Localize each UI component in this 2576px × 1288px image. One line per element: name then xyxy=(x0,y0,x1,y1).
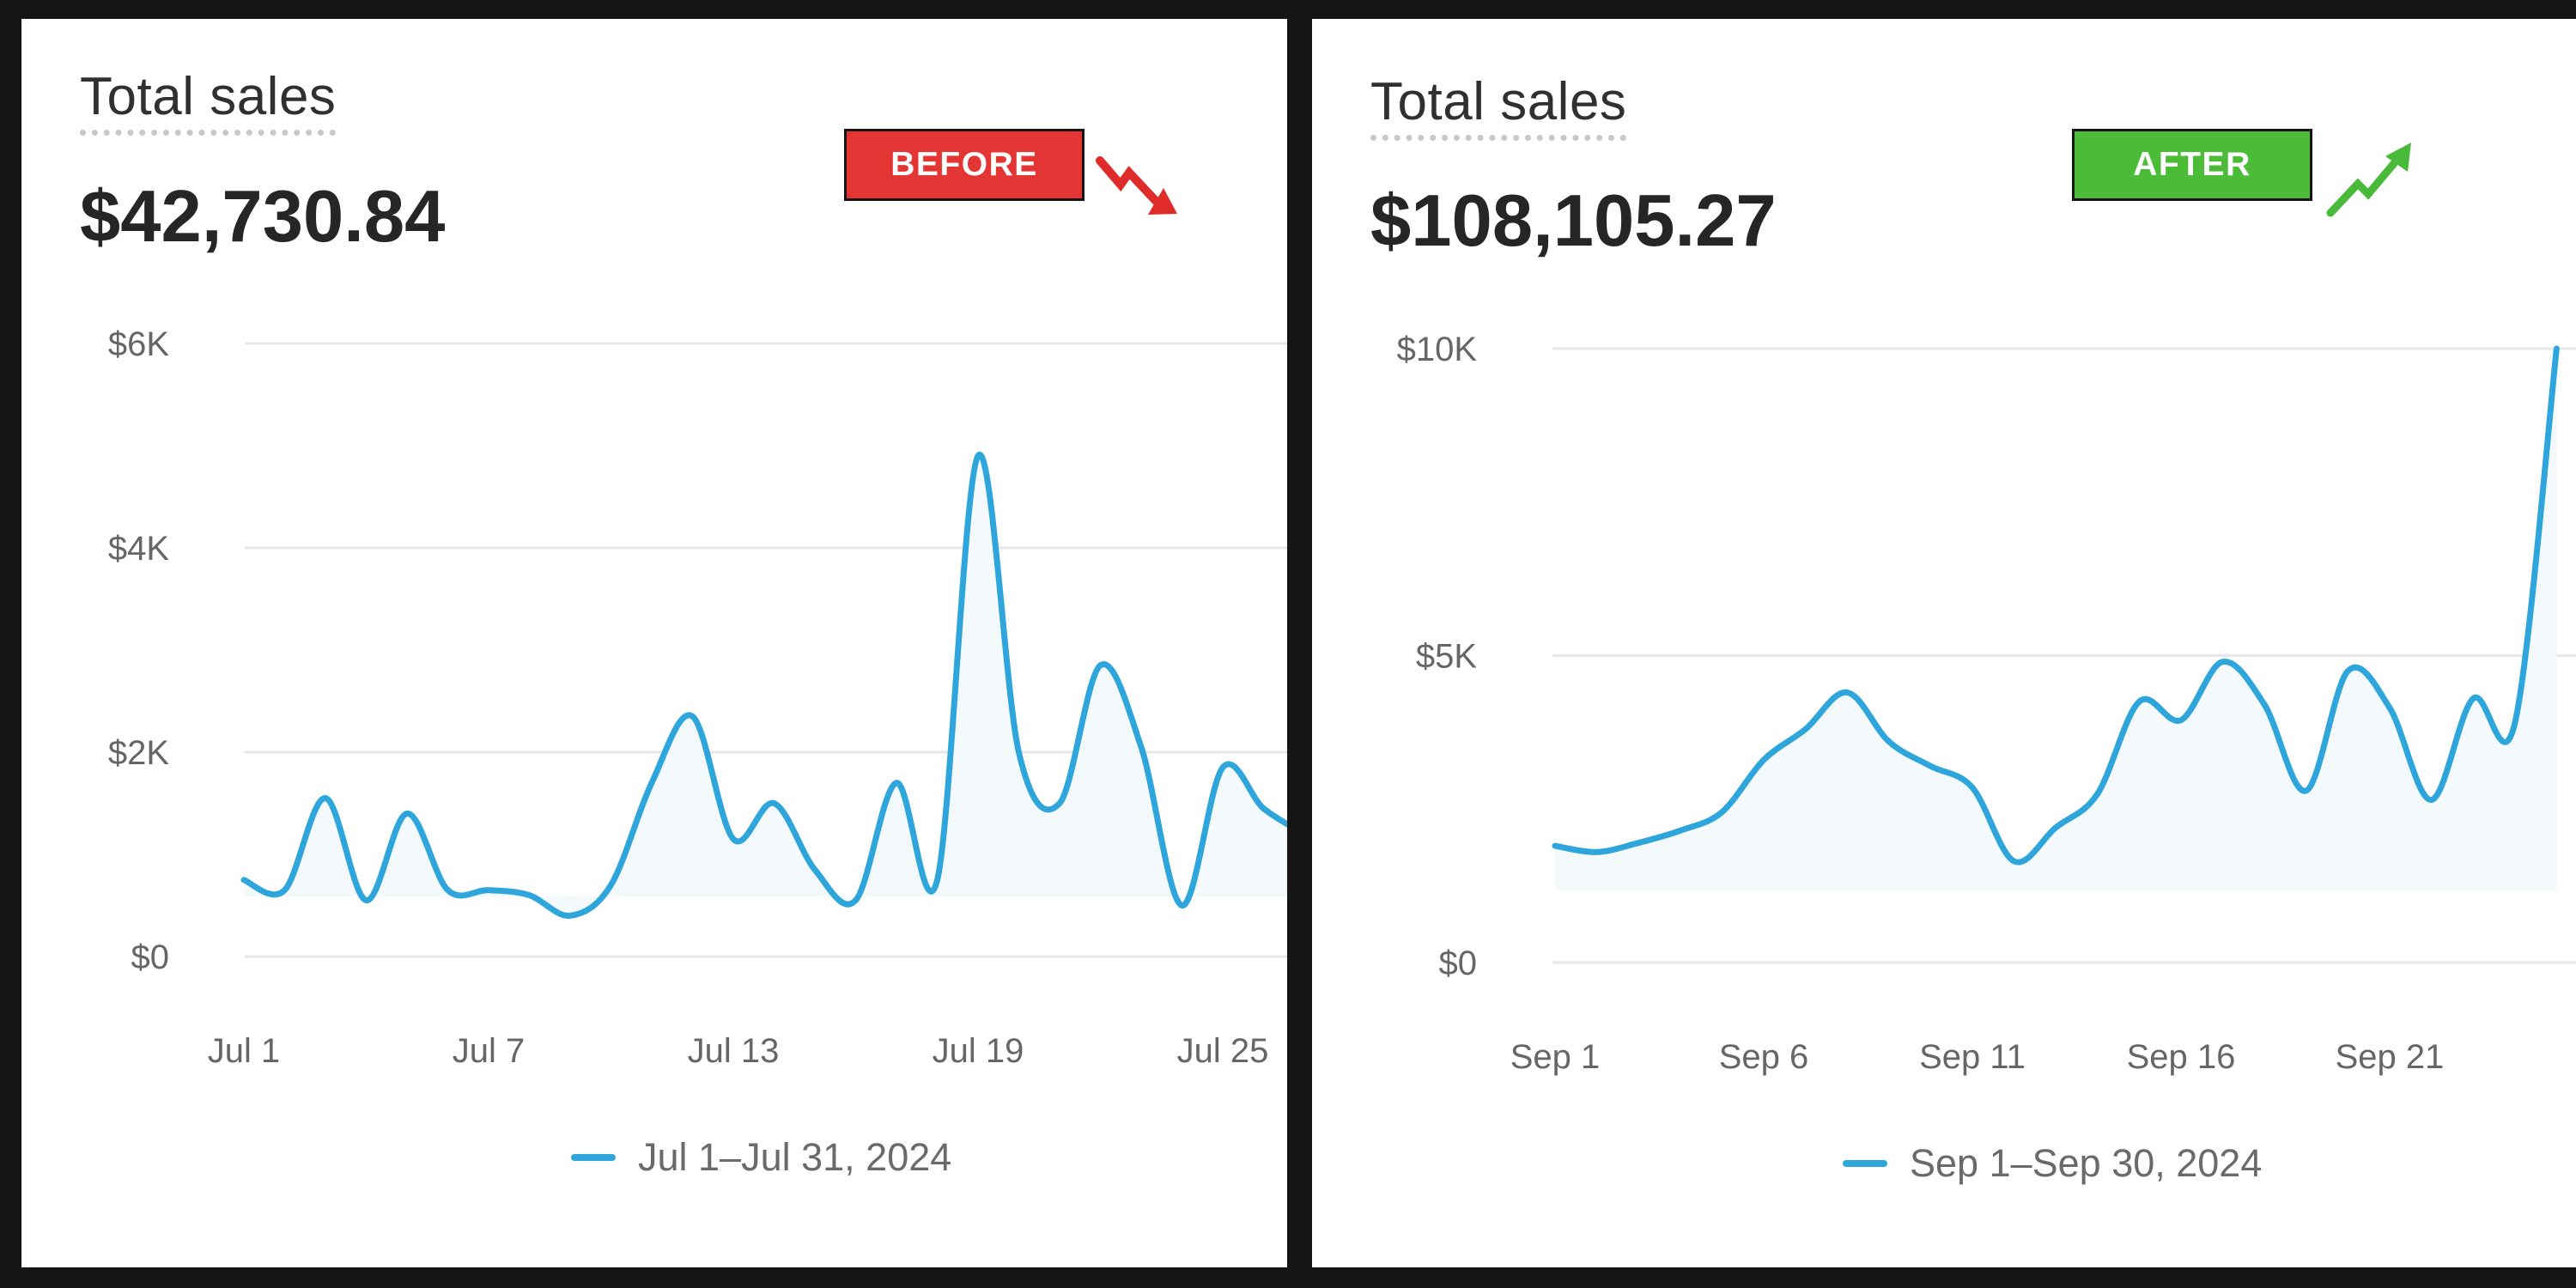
chart-title: Total sales xyxy=(1370,74,1627,142)
data-point xyxy=(2513,722,2516,725)
legend-label: Jul 1–Jul 31, 2024 xyxy=(638,1135,952,1179)
data-point xyxy=(2305,789,2307,792)
legend-swatch xyxy=(571,1154,616,1161)
data-point xyxy=(691,715,694,718)
x-tick-label: Jul 25 xyxy=(1177,1032,1269,1070)
data-point xyxy=(2055,826,2057,829)
data-point xyxy=(2096,793,2099,795)
data-point xyxy=(2263,703,2266,706)
data-point xyxy=(2555,348,2558,350)
data-point xyxy=(651,781,653,784)
data-point xyxy=(1721,811,1723,813)
chart-legend: Sep 1–Sep 30, 2024 xyxy=(1843,1141,2262,1186)
before-chart-panel: Total sales $42,730.84 BEFORE $0 $2K $4K $6… xyxy=(21,19,1287,1267)
x-tick-label: Jul 19 xyxy=(933,1032,1024,1070)
x-tick-label: Sep 16 xyxy=(2127,1038,2236,1076)
x-tick-label: Jul 1 xyxy=(208,1032,281,1070)
data-point xyxy=(896,781,898,784)
data-point xyxy=(325,797,327,799)
data-point xyxy=(732,838,735,841)
trend-down-icon xyxy=(1096,156,1177,215)
x-tick-label: Sep 11 xyxy=(1919,1038,2026,1076)
data-point xyxy=(1018,751,1020,754)
data-point xyxy=(936,878,939,881)
data-point xyxy=(406,812,409,815)
data-point xyxy=(2180,719,2183,721)
x-tick-label: Sep 6 xyxy=(1719,1038,1809,1076)
trend-up-icon xyxy=(2326,143,2411,217)
data-point xyxy=(814,868,817,871)
data-point xyxy=(854,899,857,902)
data-point xyxy=(1262,807,1265,810)
data-point xyxy=(1554,845,1557,848)
data-point xyxy=(447,889,449,891)
data-point xyxy=(610,884,612,886)
data-point xyxy=(1929,765,1932,768)
data-point xyxy=(1140,746,1143,749)
data-point xyxy=(528,894,531,896)
series-line xyxy=(240,452,1287,919)
y-tick-label: $2K xyxy=(108,734,169,772)
x-tick-label: Jul 7 xyxy=(453,1032,526,1070)
data-point xyxy=(2221,660,2224,663)
y-tick-label: $10K xyxy=(1397,331,1478,368)
y-tick-label: $0 xyxy=(131,939,170,976)
data-point xyxy=(2472,697,2475,700)
x-tick-label: Jul 13 xyxy=(688,1032,780,1070)
before-badge: BEFORE xyxy=(844,129,1084,201)
data-point xyxy=(1099,664,1102,666)
data-point xyxy=(977,454,980,457)
data-point xyxy=(1679,829,1681,832)
data-point xyxy=(1059,802,1061,805)
data-point xyxy=(283,889,286,891)
data-point xyxy=(2347,670,2349,672)
data-point xyxy=(773,802,775,805)
after-chart-panel: Total sales $108,105.27 AFTER $0 $5K $10K S… xyxy=(1312,19,2576,1267)
total-sales-value: $42,730.84 xyxy=(80,176,446,258)
y-tick-label: $0 xyxy=(1439,945,1478,982)
data-point xyxy=(2013,860,2015,863)
series-line xyxy=(1552,345,2560,866)
data-point xyxy=(243,878,246,881)
y-tick-label: $4K xyxy=(108,530,169,568)
legend-label: Sep 1–Sep 30, 2024 xyxy=(1910,1141,2263,1185)
data-point xyxy=(2430,799,2433,801)
line-chart-before: $0 $2K $4K $6K Jul 1 Jul 7 Jul 13 Jul 19 Jul 25 xyxy=(108,325,1287,1070)
x-tick-label: Sep 21 xyxy=(2336,1038,2445,1076)
data-point xyxy=(1887,740,1890,743)
y-tick-label: $5K xyxy=(1416,638,1477,676)
data-point xyxy=(488,889,490,891)
data-point xyxy=(1804,728,1807,731)
chart-title: Total sales xyxy=(80,69,337,137)
data-point xyxy=(1595,851,1598,854)
data-point xyxy=(365,899,368,902)
legend-swatch xyxy=(1843,1160,1887,1167)
data-point xyxy=(1763,759,1765,762)
series-area xyxy=(244,454,1287,916)
series-area xyxy=(1555,349,2557,890)
data-point xyxy=(569,914,572,917)
data-point xyxy=(1846,691,1849,694)
total-sales-value: $108,105.27 xyxy=(1370,180,1777,262)
data-point xyxy=(1637,841,1640,844)
data-point xyxy=(1971,787,1974,789)
chart-legend: Jul 1–Jul 31, 2024 xyxy=(571,1135,951,1180)
data-point xyxy=(1181,904,1183,907)
y-tick-label: $6K xyxy=(108,325,169,363)
data-point xyxy=(2389,707,2391,709)
x-tick-label: Sep 1 xyxy=(1510,1038,1601,1076)
data-point xyxy=(2138,701,2141,703)
after-badge: AFTER xyxy=(2072,129,2312,201)
data-point xyxy=(1222,766,1224,769)
